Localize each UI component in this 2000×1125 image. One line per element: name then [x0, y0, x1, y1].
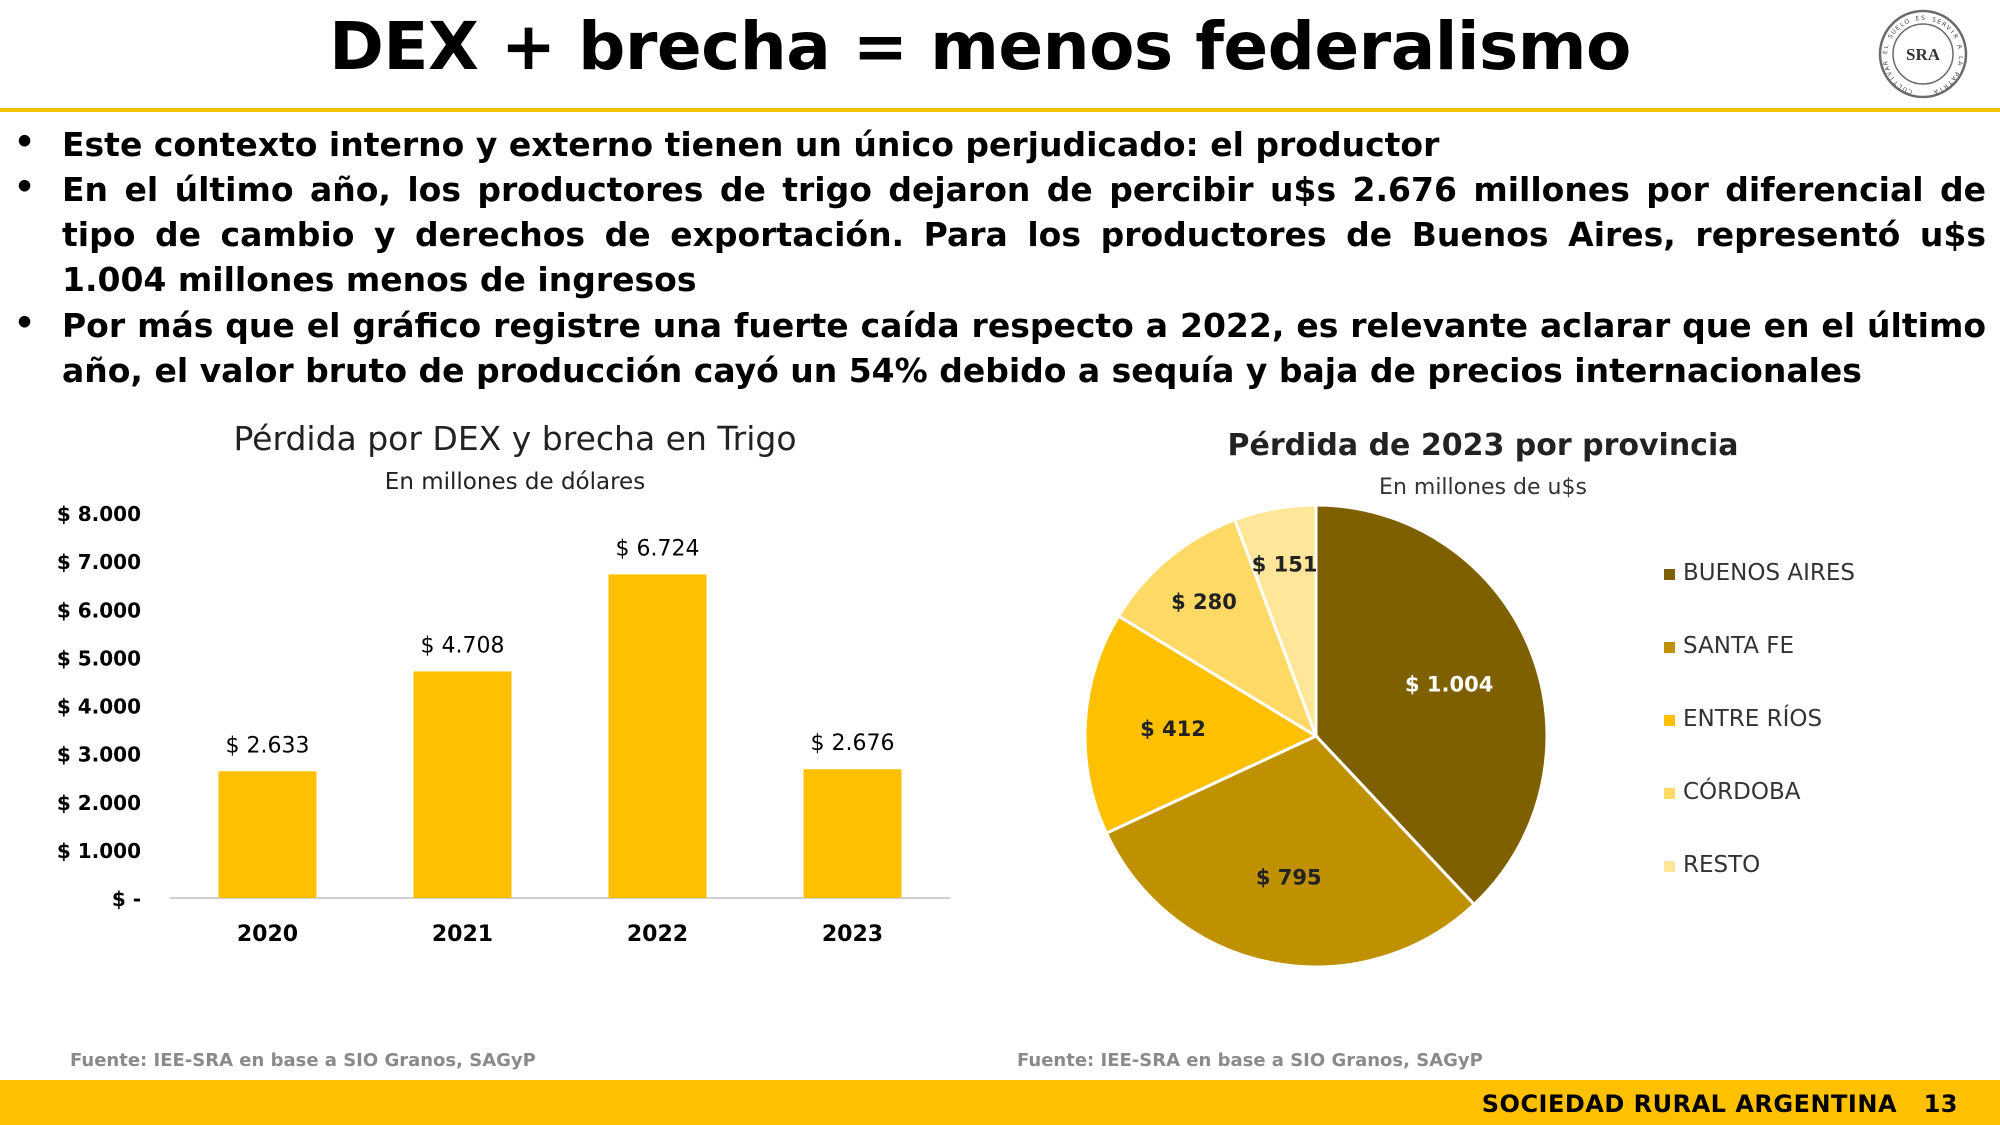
logo-ring-char: E — [1894, 24, 1902, 32]
bar-value-label: $ 6.724 — [616, 536, 700, 561]
logo-ring-char: S — [1931, 16, 1937, 24]
bar-2022 — [608, 574, 707, 898]
pie-chart: Pérdida de 2023 por provincia En millones… — [1083, 428, 1855, 969]
logo-ring-char: R — [1882, 60, 1890, 65]
pie-chart-title: Pérdida de 2023 por provincia — [1228, 428, 1739, 463]
bar-value-label: $ 2.676 — [811, 731, 895, 756]
logo-ring-char: A — [1949, 74, 1958, 82]
bullet-marker: • — [14, 167, 36, 206]
logo-ring-char: I — [1889, 75, 1896, 81]
logo-ring-char: S — [1921, 15, 1925, 22]
pie-slice-4 — [1116, 517, 1319, 740]
x-tick-label: 2023 — [822, 922, 883, 947]
bar-2020 — [218, 771, 317, 898]
pie-value-label: $ 280 — [1171, 590, 1237, 614]
title-divider — [0, 108, 2000, 112]
y-tick-label: $ 5.000 — [57, 646, 141, 670]
pie-slice-1 — [1314, 503, 1549, 907]
legend-label: SANTA FE — [1683, 633, 1794, 659]
pie-value-label: $ 151 — [1252, 552, 1318, 576]
logo-ring-char: I — [1949, 29, 1956, 35]
pie-slice-2 — [1104, 734, 1477, 969]
legend-swatch — [1664, 788, 1675, 799]
footer-bar — [0, 1080, 2000, 1125]
logo-ring-char: C — [1907, 87, 1913, 95]
logo-ring-char: R — [1942, 82, 1950, 90]
bullet-marker: • — [14, 303, 36, 342]
legend-swatch — [1664, 861, 1675, 872]
logo-ring-char: A — [1956, 61, 1964, 67]
y-tick-label: $ 2.000 — [57, 791, 141, 815]
pie-chart-subtitle: En millones de u$s — [1379, 475, 1587, 500]
logo-text: SRA — [1906, 45, 1941, 64]
bar-chart: Pérdida por DEX y brecha en Trigo En mill… — [57, 419, 950, 947]
y-tick-label: $ 7.000 — [57, 550, 141, 574]
logo-ring-char: R — [1951, 33, 1959, 40]
x-tick-label: 2020 — [237, 922, 298, 947]
bullet-text-3: Por más que el gráfico registre una fuer… — [62, 306, 1986, 390]
logo-ring-char: S — [1887, 33, 1895, 40]
logo-ring-char: V — [1885, 69, 1894, 77]
bar-2021 — [413, 671, 512, 898]
legend-label: ENTRE RÍOS — [1683, 704, 1822, 732]
legend-label: RESTO — [1683, 852, 1760, 878]
source-note-right: Fuente: IEE-SRA en base a SIO Granos, SA… — [1017, 1050, 1483, 1071]
organization-name: SOCIEDAD RURAL ARGENTINA — [1481, 1090, 1898, 1118]
logo-ring-char: L — [1897, 82, 1904, 90]
logo-ring-char: V — [1944, 24, 1952, 33]
x-tick-label: 2022 — [627, 922, 688, 947]
legend-swatch — [1664, 642, 1675, 653]
bullet-marker: • — [14, 122, 36, 161]
bar-chart-subtitle: En millones de dólares — [385, 469, 645, 495]
pie-slice-5 — [1232, 503, 1318, 737]
logo-ring-char: T — [1892, 78, 1900, 86]
logo-ring-char: A — [1955, 44, 1963, 51]
y-tick-label: $ 1.000 — [57, 839, 141, 863]
slide-title: DEX + brecha = menos federalismo — [329, 8, 1631, 85]
legend-label: CÓRDOBA — [1683, 777, 1801, 805]
bullet-text-1: Este contexto interno y externo tienen u… — [62, 125, 1440, 164]
logo-ring-char: L — [1899, 21, 1906, 29]
pie-value-label: $ 1.004 — [1405, 672, 1493, 696]
x-tick-label: 2021 — [432, 922, 493, 947]
legend-label: BUENOS AIRES — [1683, 560, 1855, 586]
logo-ring-char: E — [1882, 50, 1889, 55]
logo-ring-char: L — [1957, 56, 1964, 60]
logo-ring-char: U — [1890, 28, 1898, 36]
y-tick-label: $ 8.000 — [57, 502, 141, 526]
logo-ring-char: L — [1883, 44, 1891, 50]
footer-label: SOCIEDAD RURAL ARGENTINA 13 — [1482, 1090, 1958, 1118]
legend-swatch — [1664, 715, 1675, 726]
bar-value-label: $ 4.708 — [421, 633, 505, 658]
pie-value-label: $ 795 — [1256, 866, 1322, 890]
logo-ring-char: E — [1915, 15, 1920, 23]
logo-ring-char: A — [1932, 87, 1939, 95]
logo-ring-char: O — [1903, 18, 1911, 26]
bar-value-label: $ 2.633 — [226, 733, 310, 758]
legend-swatch — [1664, 569, 1675, 580]
y-tick-label: $ 3.000 — [57, 743, 141, 767]
bar-chart-title: Pérdida por DEX y brecha en Trigo — [233, 419, 796, 458]
page-number: 13 — [1923, 1090, 1958, 1118]
y-tick-label: $ - — [112, 887, 141, 911]
bullet-text-2: En el último año, los productores de tri… — [62, 170, 1986, 299]
source-note-left: Fuente: IEE-SRA en base a SIO Granos, SA… — [70, 1050, 536, 1071]
bar-2023 — [803, 769, 902, 898]
pie-slice-3 — [1083, 614, 1320, 836]
logo-ring-char: U — [1902, 85, 1909, 93]
logo-ring-char: T — [1946, 78, 1954, 86]
logo-ring-char: P — [1952, 70, 1960, 77]
logo-ring-char: E — [1936, 18, 1943, 26]
pie-value-label: $ 412 — [1140, 717, 1206, 741]
y-tick-label: $ 4.000 — [57, 695, 141, 719]
logo-ring-char: I — [1938, 85, 1943, 92]
logo-ring-char: A — [1883, 65, 1891, 72]
logo-ring-char: R — [1940, 21, 1947, 29]
y-tick-label: $ 6.000 — [57, 598, 141, 622]
